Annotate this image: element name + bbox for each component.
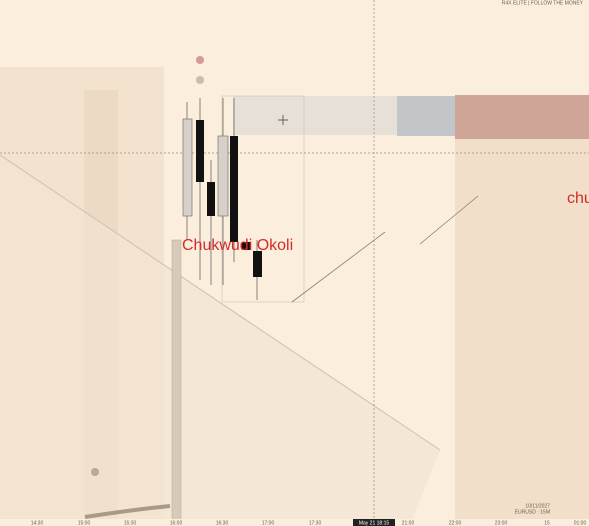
time-highlight-box <box>353 519 395 526</box>
triangle-overlay <box>0 155 440 526</box>
curve <box>84 504 171 519</box>
brand: R4X ELITE | FOLLOW THE MONEY <box>502 0 584 6</box>
candle-down <box>230 136 238 242</box>
candle-down <box>242 242 250 250</box>
dot <box>91 468 99 476</box>
time-labels: 14:30 15:00 15:30 16:00 16:30 17:00 17:30 21:00… <box>31 520 587 526</box>
candle-down <box>196 120 204 182</box>
time-highlight: May 21 18:15 <box>359 520 390 526</box>
time-label: 23:00 <box>495 520 508 526</box>
time-label: 17:00 <box>262 520 275 526</box>
candle-down <box>253 251 262 277</box>
candle-up <box>217 135 229 217</box>
time-label: 01:00 <box>574 520 587 526</box>
volume-bar <box>171 239 182 526</box>
zone-blue <box>397 96 455 136</box>
zone-red <box>455 95 589 139</box>
time-label: 22:00 <box>449 520 462 526</box>
trend-line <box>291 231 386 303</box>
time-label: 15:30 <box>124 520 137 526</box>
candle-up <box>182 118 193 217</box>
watermark-partial: chu <box>567 190 589 207</box>
diagonal-line <box>0 154 441 451</box>
time-label: 17:30 <box>309 520 322 526</box>
cursor <box>278 115 288 125</box>
footer-symbol: EURUSD · 15M <box>515 509 550 515</box>
time-label: 16:00 <box>170 520 183 526</box>
time-label: 14:30 <box>31 520 44 526</box>
dot <box>196 56 204 64</box>
time-label: 15 <box>544 520 550 526</box>
right-panel <box>455 139 589 526</box>
dot <box>196 76 204 84</box>
time-axis <box>0 519 589 526</box>
trend-line <box>419 195 479 245</box>
time-label: 21:00 <box>402 520 415 526</box>
candles <box>182 98 262 300</box>
zone-box <box>233 96 397 135</box>
watermark: Chukwudi Okoli <box>182 237 293 254</box>
time-label: 16:30 <box>216 520 229 526</box>
footer-date: 10/11/2027 <box>525 503 550 509</box>
candle-down <box>207 182 215 216</box>
time-label: 15:00 <box>78 520 91 526</box>
